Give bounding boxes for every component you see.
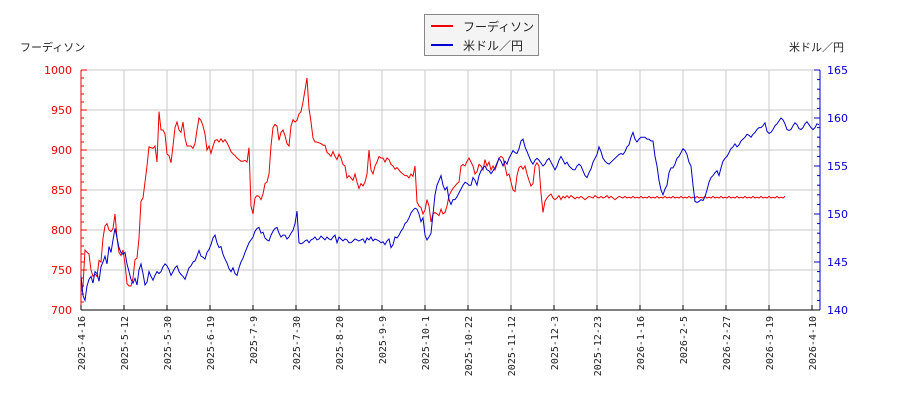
right-axis-title: 米ドル／円 (789, 41, 844, 54)
svg-text:2025-12-23: 2025-12-23 (593, 316, 604, 376)
svg-text:2025-10-1: 2025-10-1 (421, 316, 432, 370)
svg-text:2025-5-12: 2025-5-12 (120, 316, 131, 370)
left-axis-title: フーディソン (20, 41, 86, 54)
svg-text:165: 165 (827, 64, 848, 77)
svg-text:2025-10-22: 2025-10-22 (464, 316, 475, 376)
svg-text:700: 700 (51, 304, 72, 317)
red-line-swatch-icon (431, 25, 453, 27)
svg-text:850: 850 (51, 184, 72, 197)
chart-legend: フーディソン 米ドル／円 (424, 14, 539, 56)
svg-text:2026-4-10: 2026-4-10 (808, 316, 819, 370)
svg-text:2025-7-9: 2025-7-9 (249, 316, 260, 364)
svg-text:2025-5-30: 2025-5-30 (163, 316, 174, 370)
left-y-axis: 700 750 800 850 900 950 1000 (44, 64, 87, 317)
svg-text:1000: 1000 (44, 64, 72, 77)
legend-item-usdjpy: 米ドル／円 (431, 36, 523, 54)
svg-text:145: 145 (827, 256, 848, 269)
legend-label: 米ドル／円 (463, 38, 524, 53)
svg-text:2025-4-16: 2025-4-16 (77, 316, 88, 370)
svg-text:140: 140 (827, 304, 848, 317)
svg-text:2025-7-30: 2025-7-30 (292, 316, 303, 370)
svg-text:2026-2-27: 2026-2-27 (722, 316, 733, 370)
grid-lines (81, 69, 820, 310)
svg-text:2025-11-12: 2025-11-12 (507, 316, 518, 376)
svg-text:155: 155 (827, 160, 848, 173)
svg-text:2025-8-20: 2025-8-20 (335, 316, 346, 370)
series-lines (80, 77, 820, 303)
svg-text:2025-6-19: 2025-6-19 (206, 316, 217, 370)
svg-text:800: 800 (51, 224, 72, 237)
svg-text:2025-12-3: 2025-12-3 (550, 316, 561, 370)
legend-item-foodison: フーディソン (431, 17, 534, 35)
svg-text:2026-3-19: 2026-3-19 (765, 316, 776, 370)
svg-text:160: 160 (827, 112, 848, 125)
right-y-axis: 140 145 150 155 160 165 (814, 64, 848, 317)
svg-text:150: 150 (827, 208, 848, 221)
svg-text:750: 750 (51, 264, 72, 277)
blue-line-swatch-icon (431, 44, 453, 46)
svg-text:900: 900 (51, 144, 72, 157)
svg-text:950: 950 (51, 104, 72, 117)
svg-text:2025-9-9: 2025-9-9 (378, 316, 389, 364)
svg-text:2026-1-16: 2026-1-16 (636, 316, 647, 370)
legend-label: フーディソン (463, 19, 535, 34)
svg-text:2026-2-5: 2026-2-5 (679, 316, 690, 364)
x-axis: 2025-4-16 2025-5-12 2025-5-30 2025-6-19 2025… (77, 305, 820, 376)
